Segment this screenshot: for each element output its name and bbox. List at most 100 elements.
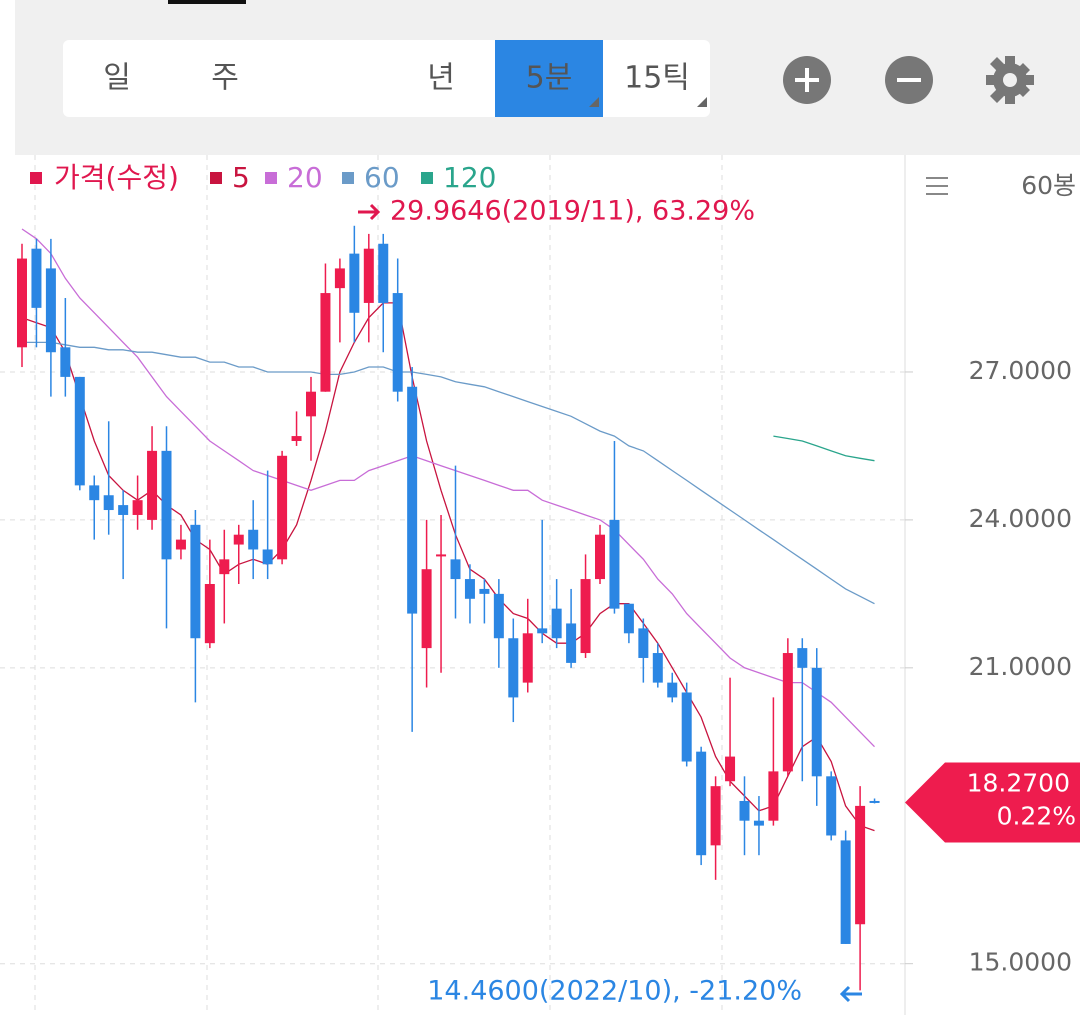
- tab[interactable]: 주: [211, 61, 239, 96]
- candle-body: [407, 386, 418, 614]
- legend-swatch: [421, 172, 433, 184]
- candle-body: [436, 554, 447, 557]
- y-tick-label: 27.0000: [969, 356, 1072, 385]
- candle-body: [450, 559, 461, 580]
- ma-line: [773, 435, 875, 462]
- candle-body: [334, 268, 345, 289]
- candle-body: [753, 820, 764, 826]
- tab-box: [63, 40, 710, 117]
- candle-body: [378, 243, 389, 303]
- candle-body: [855, 805, 866, 925]
- candle-body: [464, 579, 475, 599]
- candle-body: [147, 450, 158, 520]
- candle-body: [291, 436, 302, 441]
- candle-body: [392, 293, 403, 392]
- candle-body: [537, 628, 548, 634]
- candle-body: [725, 756, 736, 782]
- candle-body: [551, 608, 562, 639]
- candle-body: [768, 771, 779, 821]
- candle-body: [248, 529, 259, 550]
- legend-swatch: [210, 172, 222, 184]
- candle-body: [739, 800, 750, 821]
- candle-body: [580, 579, 591, 654]
- candle-body: [17, 258, 27, 348]
- menu-icon[interactable]: [926, 177, 948, 195]
- tab[interactable]: 15틱: [624, 61, 690, 96]
- tab-selected: [495, 40, 603, 117]
- candle-body: [667, 682, 678, 698]
- candle-body: [175, 539, 186, 550]
- ma-line: [21, 302, 875, 832]
- candle-body: [710, 786, 721, 846]
- price-label: 18.2700: [967, 768, 1070, 797]
- legend-label: 60: [364, 161, 400, 194]
- candle-body: [782, 653, 793, 772]
- candle-body: [638, 628, 649, 658]
- arrow: [839, 985, 862, 1003]
- candle-body: [262, 549, 273, 565]
- legend-swatch: [30, 172, 42, 184]
- tab[interactable]: 년: [427, 61, 455, 96]
- candle-body: [609, 519, 620, 609]
- max-annotation: 29.9646(2019/11), 63.29%: [390, 196, 755, 227]
- legend-label: 20: [287, 161, 323, 194]
- candle-body: [132, 500, 143, 515]
- candle-body: [190, 524, 201, 639]
- candle-body: [204, 584, 215, 644]
- candle-body: [363, 248, 374, 303]
- candle-body: [623, 603, 634, 634]
- candle-body: [811, 667, 822, 777]
- plus-icon: [795, 68, 819, 92]
- candle-body: [869, 800, 880, 803]
- y-tick-label: 24.0000: [969, 504, 1072, 533]
- tab[interactable]: 일: [103, 61, 131, 96]
- candle-body: [595, 534, 605, 580]
- legend-label: 5: [232, 161, 250, 194]
- candle-body: [118, 505, 129, 515]
- candle-body: [522, 633, 533, 683]
- candle-body: [306, 391, 316, 417]
- legend-swatch: [342, 172, 354, 184]
- settings[interactable]: [986, 56, 1034, 104]
- tab-triangle: [697, 97, 707, 107]
- candle-body: [233, 534, 244, 545]
- candle-body: [826, 776, 837, 836]
- candle-body: [277, 455, 288, 560]
- bars-label: 60봉: [1021, 171, 1076, 200]
- indicator: [168, 0, 246, 4]
- candle-body: [89, 485, 100, 501]
- y-tick-label: 15.0000: [969, 948, 1072, 977]
- candle-body: [681, 692, 692, 762]
- candle-body: [31, 248, 42, 308]
- candle-body: [508, 638, 519, 698]
- candle-body: [161, 450, 172, 560]
- tab-triangle: [589, 97, 599, 107]
- price-tag: [905, 762, 1080, 843]
- candle-body: [652, 653, 663, 683]
- candle-body: [479, 588, 490, 594]
- candle-body: [696, 751, 707, 856]
- legend-label: 120: [443, 161, 496, 194]
- candle-body: [493, 593, 504, 639]
- candle-body: [566, 623, 577, 663]
- candle-body: [421, 569, 432, 649]
- candle-body: [60, 347, 71, 377]
- candle-body: [103, 495, 114, 511]
- candle-body: [45, 268, 56, 353]
- candle-body: [349, 253, 360, 313]
- candle-body: [320, 293, 331, 392]
- price-change: 0.22%: [997, 801, 1076, 830]
- y-tick-label: 21.0000: [969, 652, 1072, 681]
- tab[interactable]: 월: [319, 61, 347, 96]
- tab[interactable]: 5분: [526, 61, 573, 96]
- arrow: [358, 203, 381, 221]
- candle-body: [74, 376, 85, 486]
- candle-body: [840, 840, 851, 944]
- ma-line: [21, 228, 875, 748]
- ma-line: [22, 341, 875, 605]
- candle-body: [219, 559, 230, 575]
- min-annotation: 14.4600(2022/10), -21.20%: [427, 976, 802, 1007]
- legend-swatch: [265, 172, 277, 184]
- legend-label: 가격(수정): [54, 161, 179, 194]
